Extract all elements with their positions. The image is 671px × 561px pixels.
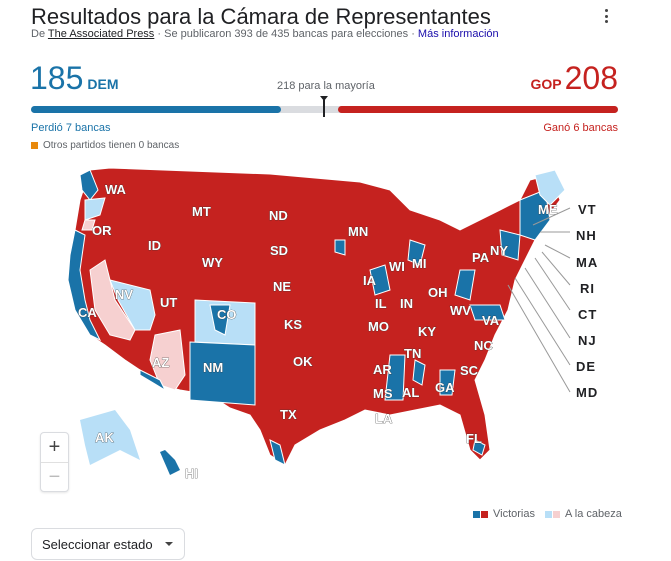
svg-text:AL: AL (402, 385, 419, 400)
svg-text:MN: MN (348, 224, 368, 239)
state-select-label: Seleccionar estado (42, 536, 153, 552)
svg-text:MI: MI (412, 256, 426, 271)
source-link[interactable]: The Associated Press (47, 28, 155, 40)
svg-text:TX: TX (280, 407, 297, 422)
chevron-down-icon (164, 542, 173, 546)
svg-text:SC: SC (460, 363, 479, 378)
source-line: De The Associated Press · Se publicaron … (31, 28, 499, 40)
other-party-swatch (31, 142, 38, 149)
majority-marker-icon (320, 96, 328, 101)
callout-vt[interactable]: VT (578, 202, 597, 217)
more-vert-icon[interactable] (600, 6, 612, 26)
dem-seat-count: 185 DEM (30, 60, 119, 102)
majority-marker-line (323, 100, 325, 117)
svg-text:NV: NV (115, 287, 133, 302)
svg-text:OK: OK (293, 354, 313, 369)
svg-text:VA: VA (482, 313, 500, 328)
dem-win-swatch (473, 510, 480, 518)
svg-text:IA: IA (363, 273, 377, 288)
svg-text:KS: KS (284, 317, 302, 332)
dem-seat-change: Perdió 7 bancas (31, 122, 111, 134)
other-parties-note: Otros partidos tienen 0 bancas (31, 140, 179, 151)
svg-text:HI: HI (185, 466, 198, 481)
svg-text:UT: UT (160, 295, 177, 310)
svg-text:NC: NC (474, 338, 493, 353)
gop-win-swatch (481, 510, 488, 518)
svg-text:NE: NE (273, 279, 291, 294)
svg-text:TN: TN (404, 346, 421, 361)
svg-text:AZ: AZ (152, 355, 169, 370)
svg-text:OH: OH (428, 285, 448, 300)
legend-leading-label: A la cabeza (564, 508, 622, 520)
svg-text:LA: LA (375, 411, 393, 426)
majority-label: 218 para la mayoría (277, 80, 375, 92)
svg-text:ME: ME (538, 202, 558, 217)
svg-text:KY: KY (418, 324, 436, 339)
other-parties-label: Otros partidos tienen 0 bancas (43, 140, 180, 151)
svg-text:FL: FL (466, 431, 482, 446)
svg-text:IL: IL (375, 296, 387, 311)
source-prefix: De (31, 28, 46, 40)
page-title: Resultados para la Cámara de Representan… (31, 4, 491, 29)
gop-seat-change: Ganó 6 bancas (543, 122, 618, 134)
svg-text:AK: AK (95, 430, 114, 445)
svg-text:ID: ID (148, 238, 161, 253)
callout-nj[interactable]: NJ (578, 333, 597, 348)
zoom-in-button[interactable]: + (48, 436, 61, 458)
svg-text:WA: WA (105, 182, 127, 197)
callout-ma[interactable]: MA (576, 255, 599, 270)
svg-text:WI: WI (389, 259, 405, 274)
more-info-link[interactable]: Más información (417, 28, 499, 40)
svg-text:AR: AR (373, 362, 392, 377)
svg-text:MO: MO (368, 319, 389, 334)
callout-de[interactable]: DE (576, 359, 597, 374)
separator: · (411, 28, 418, 40)
gop-party-label: GOP (530, 76, 562, 92)
map-legend: Victorias A la cabeza (473, 508, 622, 520)
svg-text:OR: OR (92, 223, 112, 238)
legend-wins-label: Victorias (493, 508, 535, 520)
gop-seat-bar (338, 106, 618, 113)
callout-ct[interactable]: CT (578, 307, 598, 322)
svg-text:NY: NY (490, 243, 508, 258)
svg-text:GA: GA (435, 380, 455, 395)
zoom-out-button[interactable]: − (41, 462, 68, 491)
dem-seat-bar (31, 106, 281, 113)
svg-text:CA: CA (78, 305, 97, 320)
state-select-dropdown[interactable]: Seleccionar estado (31, 528, 185, 560)
svg-text:MS: MS (373, 386, 393, 401)
gop-seat-count: GOP208 (530, 60, 618, 102)
callout-ri[interactable]: RI (580, 281, 595, 296)
callout-md[interactable]: MD (576, 385, 599, 400)
callout-nh[interactable]: NH (576, 228, 597, 243)
gop-lead-swatch (552, 510, 560, 518)
separator: · (157, 28, 165, 40)
svg-text:WY: WY (202, 255, 223, 270)
svg-text:IN: IN (400, 296, 413, 311)
map-zoom-control: + − (40, 432, 69, 492)
svg-text:SD: SD (270, 243, 288, 258)
dem-count-number: 185 (30, 60, 84, 96)
dem-lead-swatch (544, 510, 552, 518)
gop-count-number: 208 (564, 60, 618, 96)
us-house-map[interactable]: WA OR CA NV ID MT WY UT AZ CO NM ND SD N… (30, 160, 650, 500)
svg-text:CO: CO (217, 307, 237, 322)
svg-text:MT: MT (192, 204, 211, 219)
reported-status: Se publicaron 393 de 435 bancas para ele… (164, 28, 409, 40)
svg-text:NM: NM (203, 360, 223, 375)
dem-party-label: DEM (87, 76, 119, 92)
svg-text:WV: WV (450, 303, 471, 318)
svg-text:PA: PA (472, 250, 490, 265)
svg-text:ND: ND (269, 208, 288, 223)
